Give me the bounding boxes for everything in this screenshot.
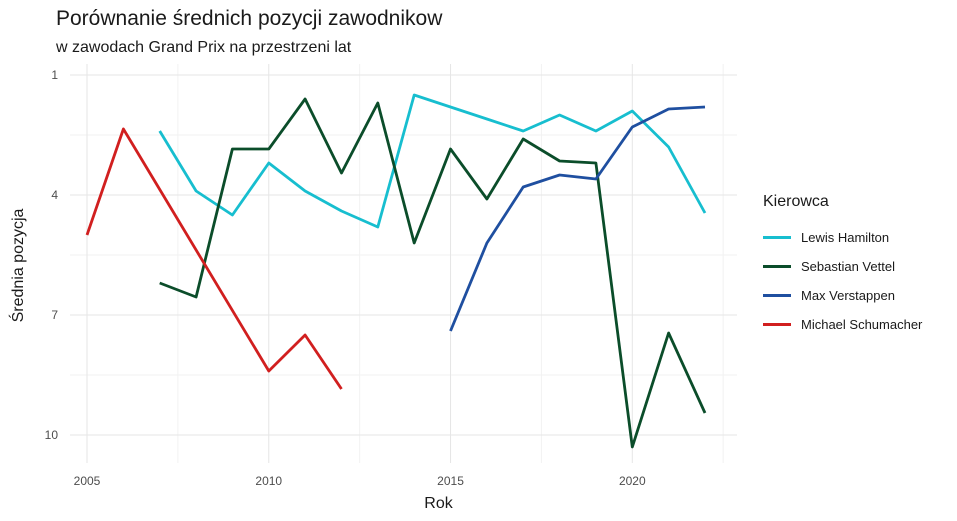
series-line-max-verstappen	[449, 105, 706, 332]
legend-items: Lewis Hamilton Sebastian Vettel Max Versta…	[763, 223, 922, 339]
chart-title: Porównanie średnich pozycji zawodnikow	[56, 7, 443, 30]
y-axis-label: Średnia pozycja	[8, 208, 27, 322]
y-tick-label: 4	[51, 188, 58, 202]
x-tick-label: 2005	[74, 474, 101, 488]
x-tick-label: 2020	[619, 474, 646, 488]
legend-key	[763, 236, 791, 239]
y-tick-label: 7	[51, 308, 58, 322]
legend-item-max-verstappen: Max Verstappen	[763, 281, 922, 310]
legend-key	[763, 323, 791, 326]
legend-label: Michael Schumacher	[801, 317, 923, 332]
legend-item-michael-schumacher: Michael Schumacher	[763, 310, 922, 339]
x-tick-label: 2010	[255, 474, 282, 488]
series-line-michael-schumacher	[85, 127, 343, 390]
legend-key	[763, 265, 791, 268]
legend-label: Lewis Hamilton	[801, 230, 890, 245]
legend-item-lewis-hamilton: Lewis Hamilton	[763, 223, 922, 252]
series-line-lewis-hamilton	[158, 93, 707, 229]
x-tick-label: 2015	[437, 474, 464, 488]
legend-title: Kierowca	[763, 193, 829, 210]
legend-item-sebastian-vettel: Sebastian Vettel	[763, 252, 922, 281]
legend-label: Max Verstappen	[801, 288, 895, 303]
y-tick-label: 1	[51, 68, 58, 82]
legend-label: Sebastian Vettel	[801, 259, 895, 274]
legend: Kierowca Lewis Hamilton Sebastian Vettel M…	[763, 193, 922, 339]
x-axis-label: Rok	[424, 495, 453, 512]
series-line-sebastian-vettel	[159, 97, 707, 449]
y-tick-label: 10	[45, 428, 59, 442]
chart-subtitle: w zawodach Grand Prix na przestrzeni lat	[56, 39, 352, 56]
legend-key	[763, 294, 791, 297]
